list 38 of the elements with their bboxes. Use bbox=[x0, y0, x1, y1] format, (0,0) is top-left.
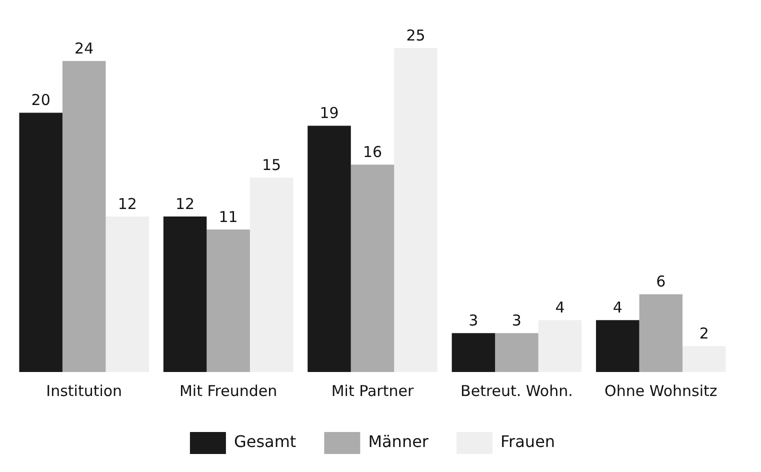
bar bbox=[19, 112, 62, 372]
data-label: 4 bbox=[555, 298, 565, 317]
legend-label: Frauen bbox=[500, 432, 556, 452]
data-label: 25 bbox=[406, 26, 426, 44]
x-tick-label: Betreut. Wohn. bbox=[460, 382, 573, 400]
x-tick-label: Mit Freunden bbox=[179, 382, 278, 400]
bar bbox=[308, 126, 351, 372]
bar bbox=[62, 60, 106, 372]
x-tick-label: Ohne Wohnsitz bbox=[604, 382, 718, 400]
bar bbox=[538, 320, 582, 372]
data-label: 11 bbox=[218, 208, 238, 226]
bar bbox=[350, 164, 394, 372]
data-label: 16 bbox=[362, 143, 382, 162]
data-label: 3 bbox=[468, 312, 478, 330]
x-tick-label: Mit Partner bbox=[331, 382, 414, 400]
data-label: 12 bbox=[118, 194, 137, 213]
bar bbox=[682, 346, 726, 372]
data-label: 6 bbox=[656, 272, 666, 291]
bar bbox=[495, 333, 538, 372]
data-label: 15 bbox=[262, 156, 282, 174]
bar bbox=[163, 216, 207, 372]
bar bbox=[639, 294, 683, 372]
bar bbox=[106, 216, 149, 372]
bar bbox=[596, 320, 640, 372]
bar bbox=[206, 229, 250, 372]
data-label: 19 bbox=[320, 104, 339, 122]
legend-label: Männer bbox=[368, 432, 429, 452]
data-label: 3 bbox=[512, 312, 522, 330]
data-label: 2 bbox=[699, 324, 709, 342]
data-label: 12 bbox=[175, 194, 195, 213]
bar bbox=[452, 333, 496, 372]
legend-label: Gesamt bbox=[234, 432, 296, 452]
x-tick-label: Institution bbox=[46, 382, 122, 400]
data-label: 4 bbox=[612, 298, 622, 317]
bar bbox=[250, 178, 294, 372]
data-label: 20 bbox=[31, 91, 50, 110]
bar bbox=[394, 48, 438, 372]
data-label: 24 bbox=[74, 39, 94, 58]
